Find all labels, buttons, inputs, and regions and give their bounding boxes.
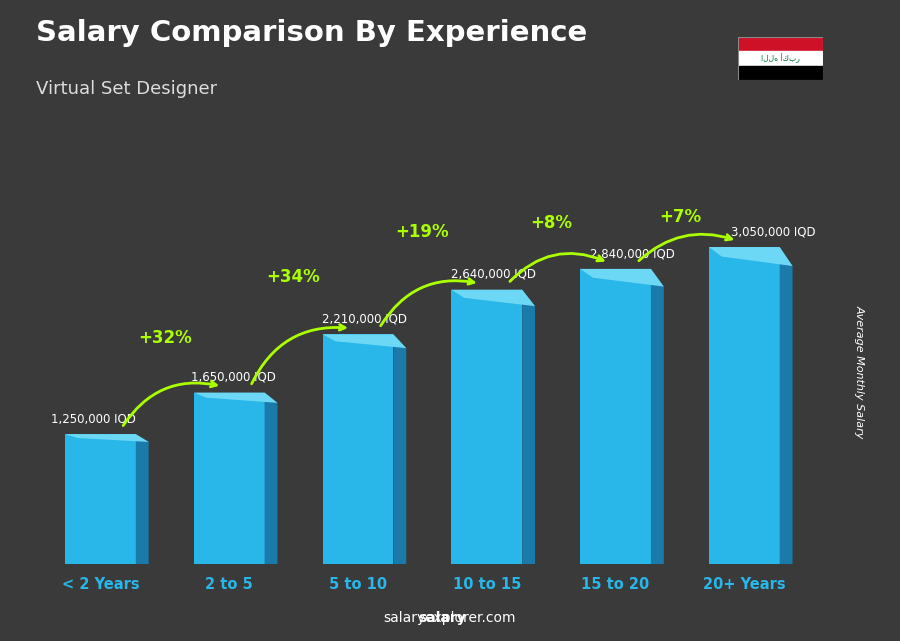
Polygon shape [194,392,277,403]
Text: Average Monthly Salary: Average Monthly Salary [854,305,865,438]
Polygon shape [709,247,779,564]
Text: Salary Comparison By Experience: Salary Comparison By Experience [36,19,587,47]
Text: 1,250,000 IQD: 1,250,000 IQD [51,412,136,426]
Text: 2,640,000 IQD: 2,640,000 IQD [451,268,536,281]
Text: +32%: +32% [138,329,192,347]
Polygon shape [522,290,535,564]
Text: 1,650,000 IQD: 1,650,000 IQD [191,370,275,384]
Polygon shape [393,335,406,564]
Text: +34%: +34% [266,267,320,285]
Bar [738,37,824,51]
Polygon shape [322,335,406,348]
Polygon shape [451,290,535,306]
Text: +7%: +7% [659,208,701,226]
Text: salaryexplorer.com: salaryexplorer.com [383,611,517,625]
Text: 3,050,000 IQD: 3,050,000 IQD [732,225,816,238]
Polygon shape [265,392,277,564]
Text: 2,210,000 IQD: 2,210,000 IQD [322,313,407,326]
Bar [738,51,824,65]
Bar [738,65,824,80]
Text: salary: salary [418,611,466,625]
Polygon shape [779,247,793,564]
Text: +19%: +19% [395,223,449,241]
Text: 2,840,000 IQD: 2,840,000 IQD [590,247,675,260]
Polygon shape [322,335,393,564]
Polygon shape [580,269,651,564]
Polygon shape [580,269,664,287]
Polygon shape [65,434,136,564]
Polygon shape [194,392,265,564]
Polygon shape [709,247,793,266]
Text: الله أكبر: الله أكبر [761,53,800,63]
Polygon shape [651,269,664,564]
Text: Virtual Set Designer: Virtual Set Designer [36,80,217,98]
Polygon shape [451,290,522,564]
Polygon shape [65,434,148,442]
Polygon shape [136,434,149,564]
Text: +8%: +8% [530,215,572,233]
